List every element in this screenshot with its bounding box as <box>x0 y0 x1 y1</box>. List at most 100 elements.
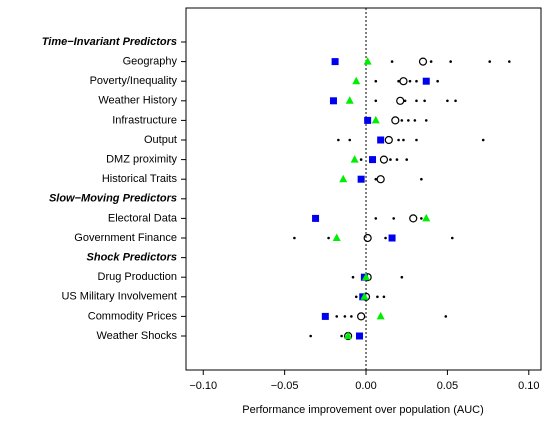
point <box>454 99 457 103</box>
point <box>422 77 430 85</box>
point <box>481 138 485 142</box>
point <box>340 334 343 338</box>
point <box>331 58 339 66</box>
point <box>293 236 296 240</box>
group-header: Time−Invariant Predictors <box>42 36 177 48</box>
point <box>408 79 412 83</box>
point <box>348 138 352 142</box>
point <box>337 138 340 142</box>
point <box>374 99 378 103</box>
point <box>415 138 418 142</box>
y-tick-label: Commodity Prices <box>88 310 178 322</box>
point <box>374 79 378 83</box>
point <box>402 138 405 142</box>
y-tick-label: Output <box>144 134 177 146</box>
point <box>332 233 341 241</box>
y-tick-label: Weather History <box>98 95 177 107</box>
point <box>400 275 404 279</box>
point <box>374 177 378 181</box>
group-header: Shock Predictors <box>87 252 177 264</box>
point <box>351 275 355 279</box>
point <box>388 234 396 242</box>
point <box>327 236 330 240</box>
point <box>413 119 417 122</box>
point <box>312 214 320 222</box>
point <box>392 217 395 220</box>
point <box>429 60 433 63</box>
point <box>350 315 353 318</box>
y-tick-label: Electoral Data <box>108 212 178 224</box>
point <box>397 79 400 83</box>
point <box>343 315 347 318</box>
y-tick-label: Drug Production <box>98 271 178 283</box>
point <box>400 119 404 122</box>
point <box>309 334 312 338</box>
point <box>399 77 408 86</box>
point <box>423 99 426 103</box>
point <box>371 115 380 124</box>
point <box>350 155 359 163</box>
point <box>352 76 361 85</box>
x-tick-label: 0.10 <box>518 380 539 392</box>
point <box>384 236 387 240</box>
point <box>344 331 353 339</box>
point <box>420 217 423 220</box>
point <box>418 57 428 66</box>
x-tick-label: 0.05 <box>437 380 458 392</box>
plot-frame <box>185 7 542 371</box>
point <box>422 213 431 222</box>
y-tick-label: Poverty/Inequality <box>90 75 178 87</box>
point <box>363 57 372 65</box>
y-tick-label: Historical Traits <box>102 173 178 185</box>
point <box>395 158 399 161</box>
point <box>424 119 428 122</box>
point <box>507 60 511 63</box>
x-axis-title: Performance improvement over population … <box>242 404 484 416</box>
point <box>335 315 339 318</box>
point <box>363 233 372 243</box>
y-tick-label: Geography <box>123 56 178 68</box>
point <box>396 96 405 105</box>
point <box>376 311 385 320</box>
point <box>415 79 418 83</box>
point <box>449 60 452 63</box>
point <box>379 155 389 164</box>
point <box>488 60 492 63</box>
point <box>403 99 407 103</box>
point <box>356 332 364 340</box>
point <box>415 99 418 103</box>
point <box>364 116 372 124</box>
point <box>389 158 392 161</box>
point <box>369 156 377 164</box>
point <box>354 295 358 299</box>
point <box>390 60 394 63</box>
y-tick-label: DMZ proximity <box>106 154 177 166</box>
y-tick-label: Weather Shocks <box>96 330 177 342</box>
point <box>329 97 337 105</box>
point <box>450 236 454 240</box>
point <box>321 312 329 320</box>
point <box>446 99 449 103</box>
point <box>376 175 385 184</box>
x-tick-label: 0.00 <box>355 380 376 392</box>
point <box>339 174 348 183</box>
y-tick-label: US Military Involvement <box>61 291 177 303</box>
point <box>382 295 386 299</box>
point <box>377 136 385 144</box>
point <box>405 158 409 161</box>
point <box>357 312 366 321</box>
point <box>384 135 393 145</box>
point <box>409 214 418 223</box>
point <box>444 315 448 318</box>
point <box>376 295 379 299</box>
point <box>397 138 400 142</box>
group-header: Slow−Moving Predictors <box>49 193 177 205</box>
point <box>436 79 439 83</box>
point <box>374 217 378 220</box>
point <box>357 175 365 183</box>
point <box>420 177 423 181</box>
point <box>360 292 369 300</box>
x-tick-label: −0.10 <box>189 380 217 392</box>
y-tick-label: Infrastructure <box>112 114 177 126</box>
